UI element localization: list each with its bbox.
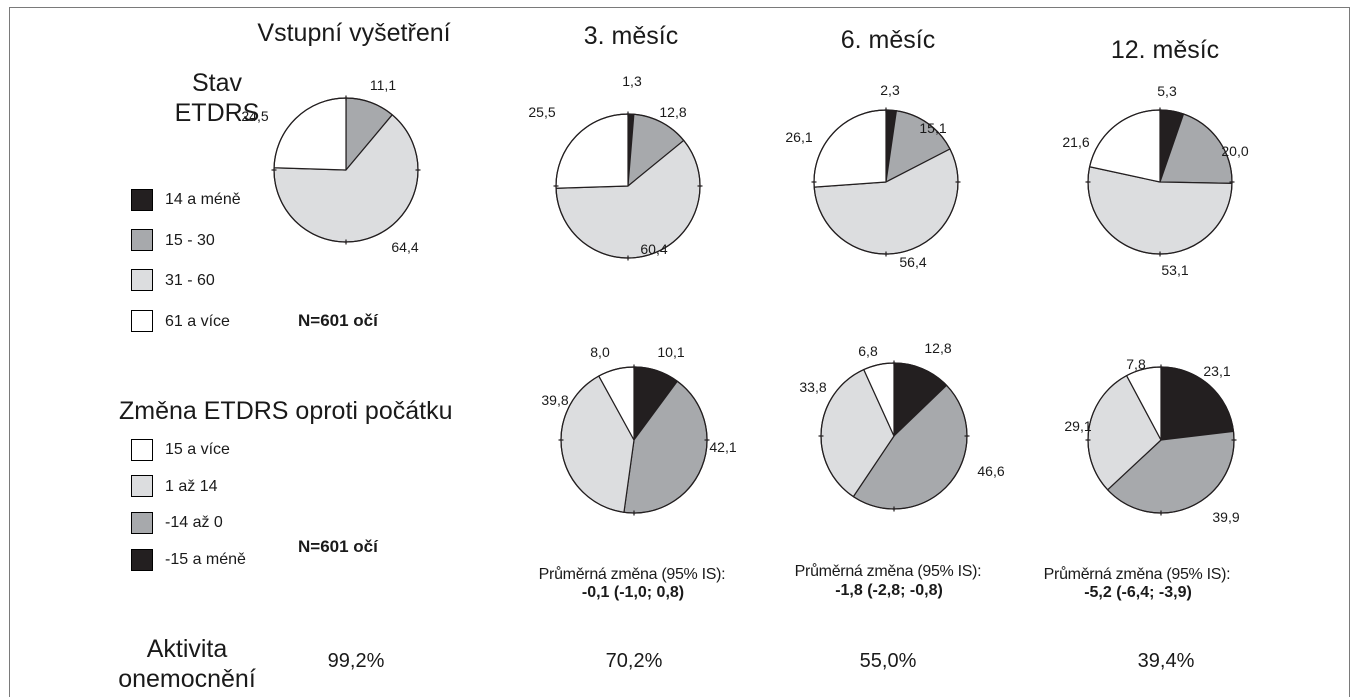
stat-value-m6: -1,8 (-2,8; -0,8) bbox=[835, 582, 943, 599]
header-month-3: 3. měsíc bbox=[583, 22, 679, 50]
pie-value-label: 2,3 bbox=[880, 82, 900, 98]
legend-swatch-minus14-0 bbox=[131, 512, 153, 534]
pie-slice bbox=[813, 109, 887, 188]
legend-swatch-31-60 bbox=[131, 269, 153, 291]
legend-label: 1 až 14 bbox=[165, 478, 218, 495]
pie-chart: 11,1 64,4 24,5 bbox=[241, 77, 421, 255]
activity-month-12: 39,4% bbox=[1137, 650, 1195, 672]
pie-chart: 23,1 39,9 29,1 7,8 bbox=[1064, 356, 1239, 525]
legend-swatch-61-more bbox=[131, 310, 153, 332]
row2-n-label: N=601 očí bbox=[298, 537, 378, 556]
pie-value-label: 12,8 bbox=[659, 104, 686, 120]
pie-slice bbox=[273, 97, 347, 171]
figure-frame bbox=[9, 7, 1350, 697]
row1-n-label: N=601 očí bbox=[298, 311, 378, 330]
pie-value-label: 23,1 bbox=[1203, 363, 1230, 379]
pie-slice bbox=[555, 113, 629, 189]
pie-value-label: 39,8 bbox=[541, 392, 568, 408]
pie-value-label: 25,5 bbox=[528, 104, 555, 120]
header-baseline: Vstupní vyšetření bbox=[257, 19, 451, 47]
row1-label: Stav ETDRS bbox=[172, 68, 262, 128]
pie-value-label: 26,1 bbox=[785, 129, 812, 145]
stat-label-m6: Průměrná změna (95% IS): bbox=[794, 563, 982, 580]
pie-value-label: 5,3 bbox=[1157, 83, 1177, 99]
stat-value-m12: -5,2 (-6,4; -3,9) bbox=[1084, 584, 1192, 601]
pie-value-label: 20,0 bbox=[1221, 143, 1248, 159]
legend-swatch-14-less bbox=[131, 189, 153, 211]
pie-chart: 2,3 15,1 56,4 26,1 bbox=[785, 82, 961, 270]
pie-value-label: 46,6 bbox=[977, 463, 1004, 479]
pie-value-label: 64,4 bbox=[391, 239, 418, 255]
stat-value-m3: -0,1 (-1,0; 0,8) bbox=[581, 584, 685, 601]
legend-label: -14 až 0 bbox=[165, 514, 223, 531]
pie-value-label: 10,1 bbox=[657, 344, 684, 360]
pie-value-label: 29,1 bbox=[1064, 418, 1091, 434]
pie-value-label: 12,8 bbox=[924, 340, 951, 356]
pie-value-label: 56,4 bbox=[899, 254, 926, 270]
pie-chart: 1,3 12,8 60,4 25,5 bbox=[528, 73, 703, 261]
pie-value-label: 1,3 bbox=[622, 73, 642, 89]
pie-value-label: 7,8 bbox=[1126, 356, 1146, 372]
legend-label: 31 - 60 bbox=[165, 272, 215, 289]
header-month-12: 12. měsíc bbox=[1110, 36, 1220, 64]
activity-month-6: 55,0% bbox=[859, 650, 917, 672]
activity-baseline: 99,2% bbox=[327, 650, 385, 672]
legend-swatch-minus15-less bbox=[131, 549, 153, 571]
legend-label: 15 a více bbox=[165, 441, 230, 458]
legend-swatch-15-more bbox=[131, 439, 153, 461]
row1-label-line2: ETDRS bbox=[174, 99, 260, 127]
pie-value-label: 39,9 bbox=[1212, 509, 1239, 525]
row1-label-line1: Stav bbox=[191, 69, 243, 97]
pie-value-label: 60,4 bbox=[640, 241, 667, 257]
pie-value-label: 53,1 bbox=[1161, 262, 1188, 278]
pie-chart: 12,8 46,6 33,8 6,8 bbox=[799, 340, 1005, 512]
pie-chart: 10,1 42,1 39,8 8,0 bbox=[541, 344, 737, 516]
legend-label: 15 - 30 bbox=[165, 232, 215, 249]
pie-value-label: 6,8 bbox=[858, 343, 878, 359]
pie-value-label: 24,5 bbox=[241, 108, 268, 124]
activity-month-3: 70,2% bbox=[605, 650, 663, 672]
legend-label: 61 a více bbox=[165, 313, 230, 330]
row3-label-line1: Aktivita bbox=[146, 635, 228, 663]
row3-label: Aktivita onemocnění bbox=[112, 634, 262, 694]
legend-label: 14 a méně bbox=[165, 191, 241, 208]
stat-label-m3: Průměrná změna (95% IS): bbox=[538, 566, 726, 583]
legend-swatch-1-14 bbox=[131, 475, 153, 497]
pie-value-label: 21,6 bbox=[1062, 134, 1089, 150]
pie-chart: 5,3 20,0 53,1 21,6 bbox=[1062, 83, 1248, 278]
pie-value-label: 11,1 bbox=[370, 77, 396, 93]
header-month-6: 6. měsíc bbox=[840, 26, 936, 54]
legend-label: -15 a méně bbox=[165, 551, 246, 568]
pie-value-label: 42,1 bbox=[709, 439, 736, 455]
pie-value-label: 8,0 bbox=[590, 344, 610, 360]
stat-label-m12: Průměrná změna (95% IS): bbox=[1043, 566, 1231, 583]
row3-label-line2: onemocnění bbox=[118, 665, 256, 693]
legend-swatch-15-30 bbox=[131, 229, 153, 251]
row2-label: Změna ETDRS oproti počátku bbox=[119, 397, 453, 425]
pie-value-label: 15,1 bbox=[919, 120, 946, 136]
pie-value-label: 33,8 bbox=[799, 379, 826, 395]
